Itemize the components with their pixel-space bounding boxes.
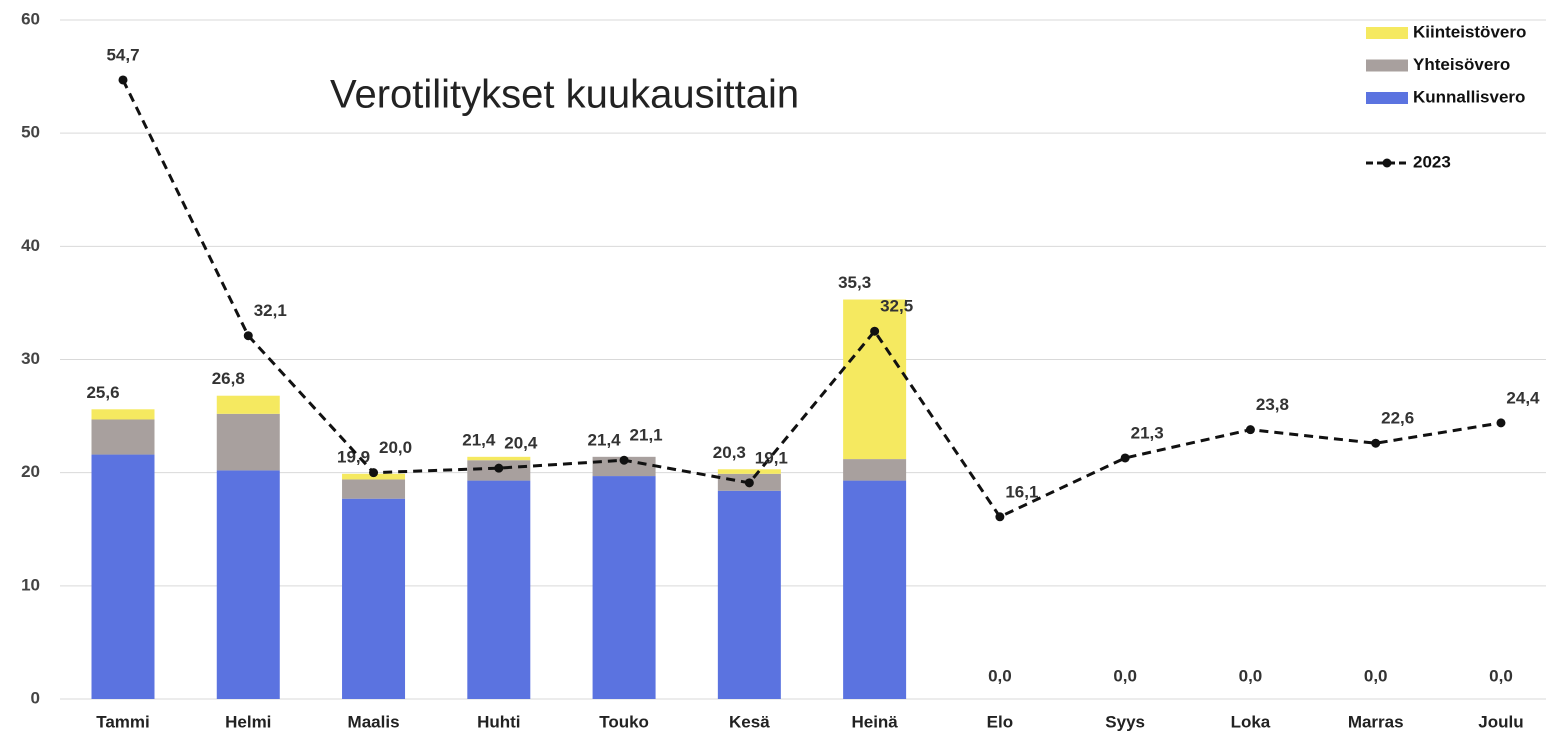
bar-segment (91, 454, 155, 699)
total-label: 21,4 (462, 430, 496, 449)
bar-segment (342, 479, 406, 499)
x-tick-label: Heinä (851, 712, 898, 731)
total-label: 20,3 (713, 443, 746, 462)
bar-segment (717, 490, 781, 699)
line-value-label: 32,5 (880, 297, 913, 316)
line-value-label: 32,1 (254, 301, 287, 320)
line-point (1496, 418, 1506, 428)
bar-segment (592, 476, 656, 699)
bar-segment (467, 456, 531, 461)
x-tick-label: Helmi (225, 712, 271, 731)
y-tick-label: 40 (21, 236, 40, 255)
line-value-label: 16,1 (1005, 482, 1038, 501)
bar-segment (717, 469, 781, 474)
y-tick-label: 30 (21, 349, 40, 368)
legend-label: 2023 (1413, 152, 1451, 171)
y-tick-label: 0 (31, 688, 40, 707)
line-value-label: 20,0 (379, 438, 412, 457)
line-point (118, 75, 128, 85)
x-tick-label: Huhti (477, 712, 520, 731)
y-tick-label: 50 (21, 123, 40, 142)
legend-point (1382, 158, 1392, 168)
x-tick-label: Elo (987, 712, 1013, 731)
legend-label: Kiinteistövero (1413, 22, 1526, 41)
bar-segment (843, 299, 907, 460)
x-tick-label: Marras (1348, 712, 1404, 731)
line-point (995, 512, 1005, 522)
chart-title: Verotilitykset kuukausittain (330, 73, 799, 117)
bar-segment (843, 459, 907, 481)
line-point (619, 455, 629, 465)
line-point (1245, 425, 1255, 435)
total-label: 35,3 (838, 273, 871, 292)
x-tick-label: Loka (1231, 712, 1271, 731)
total-label: 0,0 (1113, 666, 1137, 685)
bar-segment (467, 480, 531, 699)
bar-segment (91, 409, 155, 420)
bar-segment (342, 498, 406, 699)
total-label: 0,0 (1364, 666, 1388, 685)
line-value-label: 19,1 (755, 448, 788, 467)
total-label: 0,0 (1239, 666, 1263, 685)
line-value-label: 22,6 (1381, 409, 1414, 428)
x-tick-label: Syys (1105, 712, 1145, 731)
total-label: 26,8 (212, 369, 245, 388)
x-tick-label: Touko (599, 712, 649, 731)
y-tick-label: 10 (21, 575, 40, 594)
legend-label: Yhteisövero (1413, 55, 1510, 74)
line-value-label: 54,7 (106, 45, 139, 64)
line-point (1371, 438, 1381, 448)
y-tick-label: 20 (21, 462, 40, 481)
line-value-label: 21,1 (630, 426, 663, 445)
bar-segment (216, 413, 280, 471)
total-label: 0,0 (988, 666, 1012, 685)
line-value-label: 24,4 (1506, 388, 1540, 407)
legend-label: Kunnallisvero (1413, 87, 1525, 106)
line-value-label: 23,8 (1256, 395, 1289, 414)
bar-segment (843, 480, 907, 699)
line-point (1120, 453, 1130, 463)
legend-swatch (1366, 92, 1408, 104)
line-point (369, 468, 379, 478)
y-tick-label: 60 (21, 9, 40, 28)
total-label: 21,4 (588, 430, 622, 449)
legend-swatch (1366, 27, 1408, 39)
x-tick-label: Maalis (348, 712, 400, 731)
x-tick-label: Joulu (1478, 712, 1523, 731)
line-value-label: 20,4 (504, 434, 538, 453)
bar-segment (216, 470, 280, 699)
x-tick-label: Kesä (729, 712, 770, 731)
line-point (744, 478, 754, 488)
total-label: 0,0 (1489, 666, 1513, 685)
bar-segment (91, 419, 155, 455)
bar-segment (216, 395, 280, 414)
line-value-label: 21,3 (1131, 423, 1164, 442)
line-point (243, 331, 253, 341)
line-point (494, 463, 504, 473)
line-point (870, 326, 880, 336)
total-label: 25,6 (86, 383, 119, 402)
line (121, 79, 1502, 519)
legend-swatch (1366, 59, 1408, 72)
x-tick-label: Tammi (96, 712, 150, 731)
